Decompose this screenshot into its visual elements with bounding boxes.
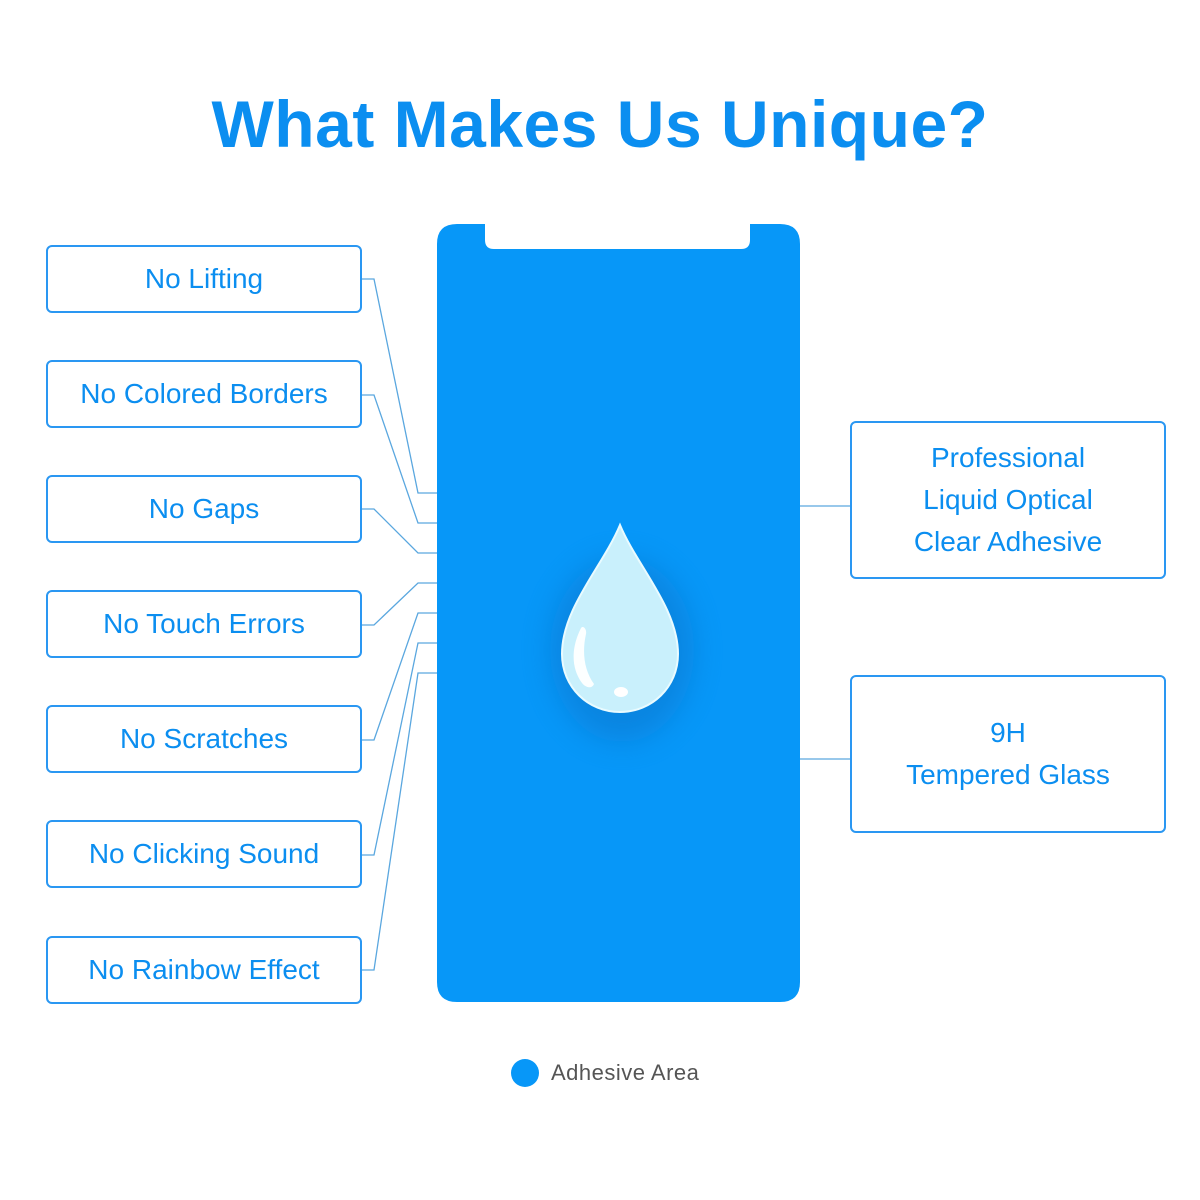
feature-box-liquid-optical-adhesive: Professional Liquid Optical Clear Adhesi… (850, 421, 1166, 579)
feature-label: No Scratches (119, 723, 289, 754)
left-connectors (362, 278, 437, 971)
feature-label-line: Tempered Glass (906, 759, 1110, 790)
legend-label: Adhesive Area (551, 1060, 700, 1085)
legend-swatch (511, 1059, 539, 1087)
feature-box-tempered-glass: 9H Tempered Glass (850, 675, 1166, 833)
feature-label: No Clicking Sound (88, 838, 320, 869)
page-title: What Makes Us Unique? (211, 87, 989, 161)
feature-box-no-colored-borders: No Colored Borders (46, 360, 362, 428)
water-drop-icon (550, 522, 694, 742)
feature-label-line: Liquid Optical (923, 484, 1093, 515)
connector-no-clicking-sound (362, 642, 437, 856)
feature-box-no-lifting: No Lifting (46, 245, 362, 313)
connector-no-lifting (362, 278, 437, 494)
feature-label-line: Professional (930, 442, 1086, 473)
feature-label-line: Clear Adhesive (913, 526, 1103, 557)
feature-label: No Rainbow Effect (88, 954, 320, 985)
feature-label: No Lifting (144, 263, 264, 294)
feature-label: No Gaps (148, 493, 260, 524)
legend: Adhesive Area (511, 1058, 699, 1088)
connector-no-touch-errors (362, 582, 437, 626)
connector-no-scratches (362, 612, 437, 741)
feature-label: No Touch Errors (103, 608, 305, 639)
feature-box-no-rainbow-effect: No Rainbow Effect (46, 936, 362, 1004)
feature-label-line: 9H (990, 717, 1026, 748)
feature-box-no-scratches: No Scratches (46, 705, 362, 773)
feature-box-no-touch-errors: No Touch Errors (46, 590, 362, 658)
feature-box-no-gaps: No Gaps (46, 475, 362, 543)
connector-no-colored-borders (362, 394, 437, 524)
right-connectors (800, 505, 850, 760)
connector-no-gaps (362, 508, 437, 554)
feature-box-no-clicking-sound: No Clicking Sound (46, 820, 362, 888)
feature-label: No Colored Borders (80, 378, 328, 409)
connector-no-rainbow-effect (362, 672, 437, 971)
